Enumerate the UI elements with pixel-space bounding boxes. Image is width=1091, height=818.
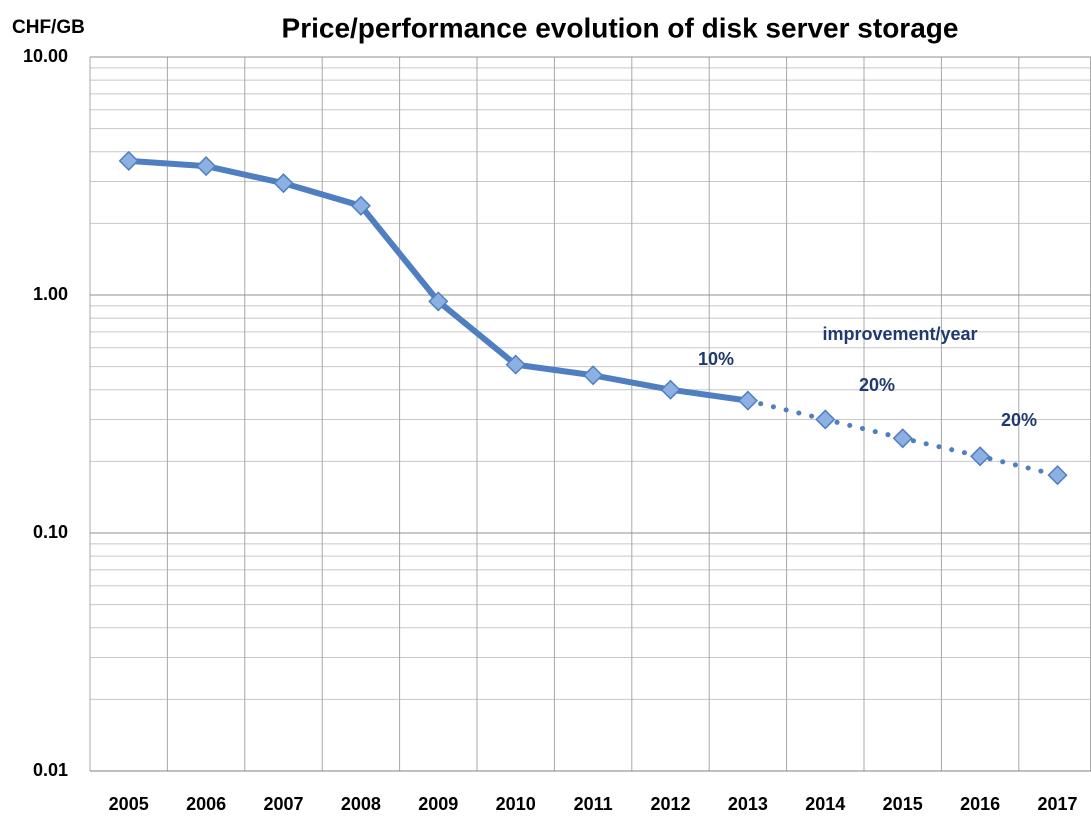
marker xyxy=(660,379,681,400)
x-tick-label: 2009 xyxy=(418,794,458,814)
x-tick-label: 2016 xyxy=(960,794,1000,814)
x-tick-label: 2012 xyxy=(650,794,690,814)
marker xyxy=(196,156,217,177)
x-tick-label: 2014 xyxy=(805,794,845,814)
x-tick-label: 2010 xyxy=(496,794,536,814)
marker xyxy=(737,390,758,411)
annotation: 10% xyxy=(698,349,734,369)
x-tick-label: 2007 xyxy=(263,794,303,814)
x-tick-label: 2015 xyxy=(883,794,923,814)
x-tick-label: 2013 xyxy=(728,794,768,814)
x-tick-label: 2011 xyxy=(574,794,613,814)
annotation: 20% xyxy=(1001,410,1037,430)
x-tick-label: 2006 xyxy=(186,794,226,814)
marker xyxy=(505,354,526,375)
x-tick-label: 2008 xyxy=(341,794,381,814)
x-tick-label: 2005 xyxy=(109,794,149,814)
annotation: 20% xyxy=(859,375,895,395)
marker xyxy=(118,150,139,171)
marker xyxy=(428,291,449,312)
marker xyxy=(1047,465,1068,486)
marker xyxy=(583,365,604,386)
x-tick-label: 2017 xyxy=(1037,794,1077,814)
marker xyxy=(815,409,836,430)
line-actual xyxy=(125,157,751,404)
y-tick-label: 0.01 xyxy=(33,760,68,780)
marker xyxy=(273,173,294,194)
marker xyxy=(892,428,913,449)
annotation: improvement/year xyxy=(822,324,977,344)
y-axis-label: CHF/GB xyxy=(12,17,85,38)
marker xyxy=(970,446,991,467)
chart-title: Price/performance evolution of disk serv… xyxy=(282,12,959,43)
y-tick-label: 10.00 xyxy=(23,46,68,66)
y-tick-label: 1.00 xyxy=(33,284,68,304)
y-tick-label: 0.10 xyxy=(33,522,68,542)
marker xyxy=(350,195,371,216)
